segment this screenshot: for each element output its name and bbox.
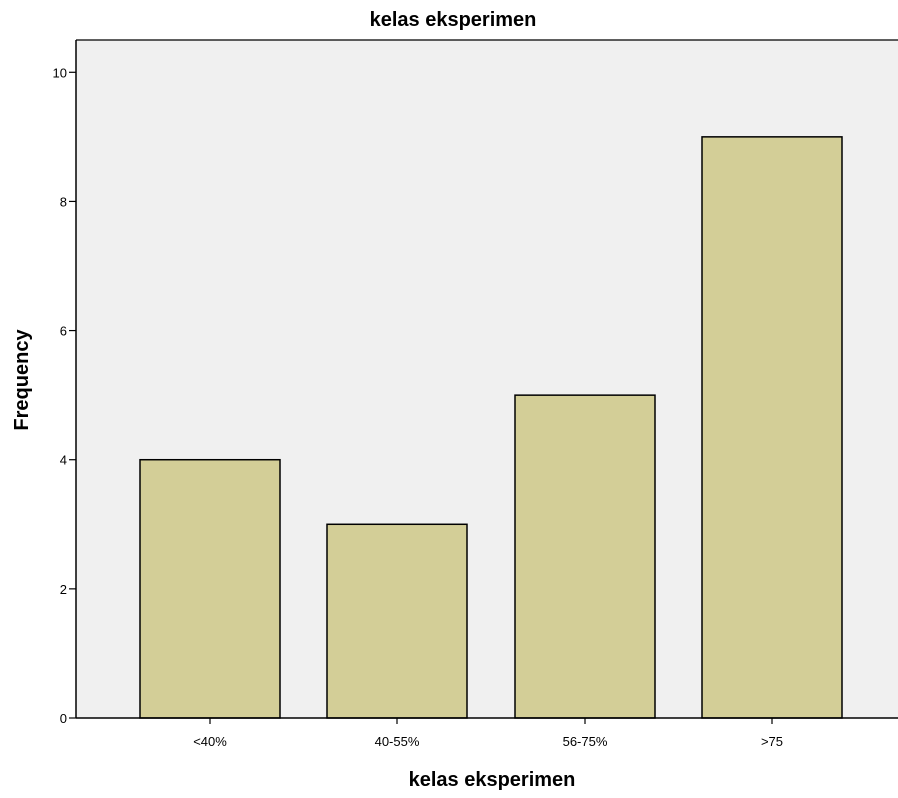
y-tick-label: 4: [60, 453, 67, 468]
y-axis: 0 2 4 6 8 10: [53, 40, 77, 726]
y-tick-label: 6: [60, 324, 67, 339]
bar-3: [701, 136, 843, 719]
x-axis-title: kelas eksperimen: [409, 769, 576, 791]
bar-2: [514, 394, 656, 719]
y-tick-label: 2: [60, 582, 67, 597]
chart-title: kelas eksperimen: [370, 9, 537, 31]
x-tick-label: <40%: [193, 734, 227, 749]
bars-group: [139, 136, 843, 719]
x-tick-label: >75: [761, 734, 783, 749]
y-tick-label: 0: [60, 711, 67, 726]
x-tick-label: 40-55%: [375, 734, 420, 749]
y-tick-label: 10: [53, 65, 67, 80]
bar-1: [326, 523, 468, 719]
x-axis: <40% 40-55% 56-75% >75: [76, 717, 898, 749]
bar-0: [139, 458, 281, 719]
y-axis-title: Frequency: [11, 329, 33, 431]
y-tick-label: 8: [60, 194, 67, 209]
x-tick-label: 56-75%: [563, 734, 608, 749]
